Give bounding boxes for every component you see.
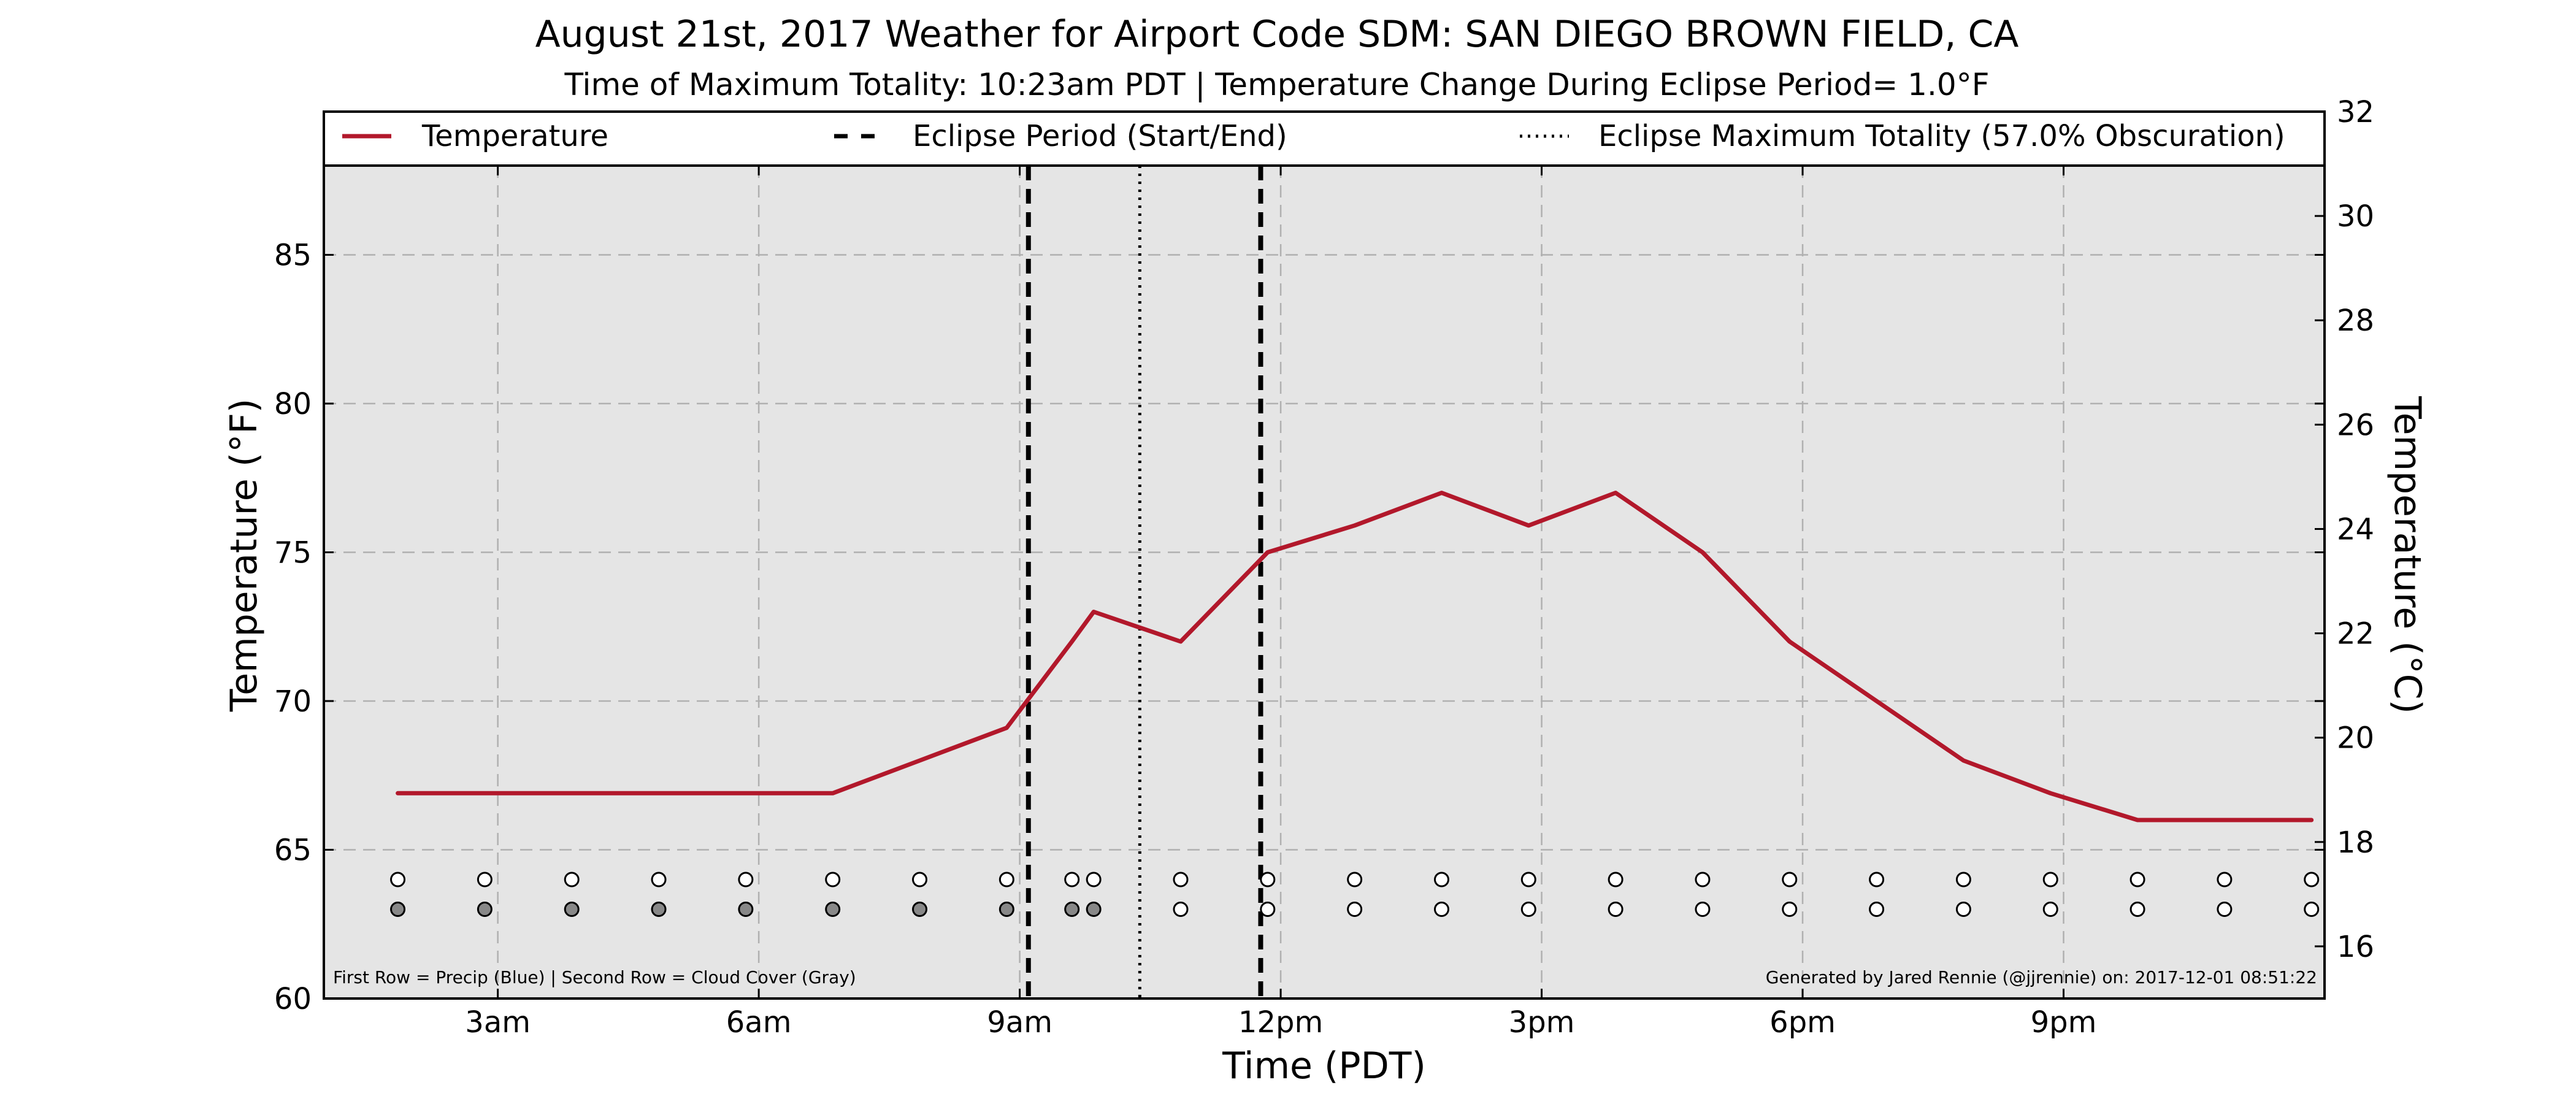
y-tick-label-left: 70 (274, 684, 312, 719)
precip-marker (825, 872, 841, 887)
legend-label-eclipse-max: Eclipse Maximum Totality (57.0% Obscurat… (1598, 119, 2285, 153)
precip-marker (999, 872, 1014, 887)
x-tick-label: 9am (987, 1005, 1052, 1040)
cloud-cover-marker (2129, 902, 2145, 917)
precip-marker (1869, 872, 1885, 887)
marker-rows (390, 872, 2320, 917)
cloud-cover-marker (1695, 902, 1711, 917)
y-tick-label-right: 26 (2337, 408, 2374, 442)
precip-marker (2129, 872, 2145, 887)
chart-title: August 21st, 2017 Weather for Airport Co… (535, 13, 2019, 56)
y-tick-label-right: 20 (2337, 721, 2374, 756)
precip-marker (1260, 872, 1276, 887)
y-tick-label-right: 18 (2337, 826, 2374, 860)
cloud-cover-marker (2042, 902, 2058, 917)
y-tick-label-left: 75 (274, 536, 312, 570)
y-tick-label-left: 85 (274, 239, 312, 273)
cloud-cover-marker (390, 902, 406, 917)
y-tick-label-right: 22 (2337, 617, 2374, 651)
plot-frame (323, 110, 2326, 1000)
cloud-cover-marker (738, 902, 754, 917)
legend-label-eclipse-period: Eclipse Period (Start/End) (913, 119, 1287, 153)
footnote-left: First Row = Precip (Blue) | Second Row =… (333, 967, 856, 987)
x-tick-label: 12pm (1238, 1005, 1323, 1040)
precip-marker (1782, 872, 1798, 887)
x-tick-label: 9pm (2031, 1005, 2097, 1040)
cloud-cover-marker (651, 902, 667, 917)
precip-marker (1520, 872, 1536, 887)
temperature-series (396, 491, 2314, 822)
x-tick-label: 3pm (1509, 1005, 1575, 1040)
cloud-cover-marker (1433, 902, 1449, 917)
legend-label-temperature: Temperature (421, 119, 608, 153)
x-tick-label: 6pm (1769, 1005, 1836, 1040)
y-tick-label-right: 24 (2337, 512, 2374, 546)
precip-marker (1955, 872, 1971, 887)
cloud-cover-marker (2217, 902, 2233, 917)
precip-marker (1433, 872, 1449, 887)
cloud-cover-marker (1520, 902, 1536, 917)
cloud-cover-marker (825, 902, 841, 917)
precip-marker (1173, 872, 1189, 887)
y-tick-label-left: 80 (274, 387, 312, 421)
precip-marker (564, 872, 580, 887)
y-tick-label-right: 16 (2337, 930, 2374, 964)
precip-marker (1064, 872, 1080, 887)
cloud-cover-marker (2304, 902, 2320, 917)
y-axis-label-right: Temperature (°C) (2386, 396, 2429, 714)
y-tick-label-left: 60 (274, 982, 312, 1016)
cloud-cover-marker (1064, 902, 1080, 917)
x-axis-label: Time (PDT) (1222, 1045, 1426, 1087)
cloud-cover-marker (1347, 902, 1363, 917)
legend: Temperature Eclipse Period (Start/End) E… (342, 119, 2285, 153)
precip-marker (1347, 872, 1363, 887)
precip-marker (738, 872, 754, 887)
precip-marker (1695, 872, 1711, 887)
cloud-cover-marker (1955, 902, 1971, 917)
precip-marker (1086, 872, 1102, 887)
precip-marker (1608, 872, 1623, 887)
y-tick-label-right: 28 (2337, 304, 2374, 338)
cloud-cover-marker (999, 902, 1014, 917)
precip-marker (2304, 872, 2320, 887)
temperature-line (396, 491, 2314, 822)
x-tick-label: 3am (465, 1005, 531, 1040)
plot-area (324, 166, 2325, 999)
eclipse-lines (1025, 166, 1263, 999)
cloud-cover-marker (1086, 902, 1102, 917)
chart-subtitle: Time of Maximum Totality: 10:23am PDT | … (564, 67, 1990, 102)
y-axis-label-left: Temperature (°F) (223, 399, 266, 712)
precip-marker (390, 872, 406, 887)
precip-marker (2217, 872, 2233, 887)
precip-marker (912, 872, 928, 887)
cloud-cover-marker (1869, 902, 1885, 917)
y-tick-label-right: 32 (2337, 95, 2374, 129)
cloud-cover-marker (1173, 902, 1189, 917)
cloud-cover-marker (564, 902, 580, 917)
cloud-cover-marker (1260, 902, 1276, 917)
cloud-cover-marker (477, 902, 493, 917)
footnote-right: Generated by Jared Rennie (@jjrennie) on… (1766, 967, 2317, 987)
cloud-cover-marker (1782, 902, 1798, 917)
x-tick-label: 6am (726, 1005, 792, 1040)
grid-lines (324, 166, 2325, 999)
precip-marker (2042, 872, 2058, 887)
cloud-cover-marker (1608, 902, 1623, 917)
precip-marker (477, 872, 493, 887)
cloud-cover-marker (912, 902, 928, 917)
y-tick-label-left: 65 (274, 834, 312, 868)
axes: 60 65 70 75 80 85 3am 6am 9am 12pm 3pm 6pm 9pm 16 18 20… (274, 95, 2374, 1040)
precip-marker (651, 872, 667, 887)
y-tick-label-right: 30 (2337, 199, 2374, 234)
